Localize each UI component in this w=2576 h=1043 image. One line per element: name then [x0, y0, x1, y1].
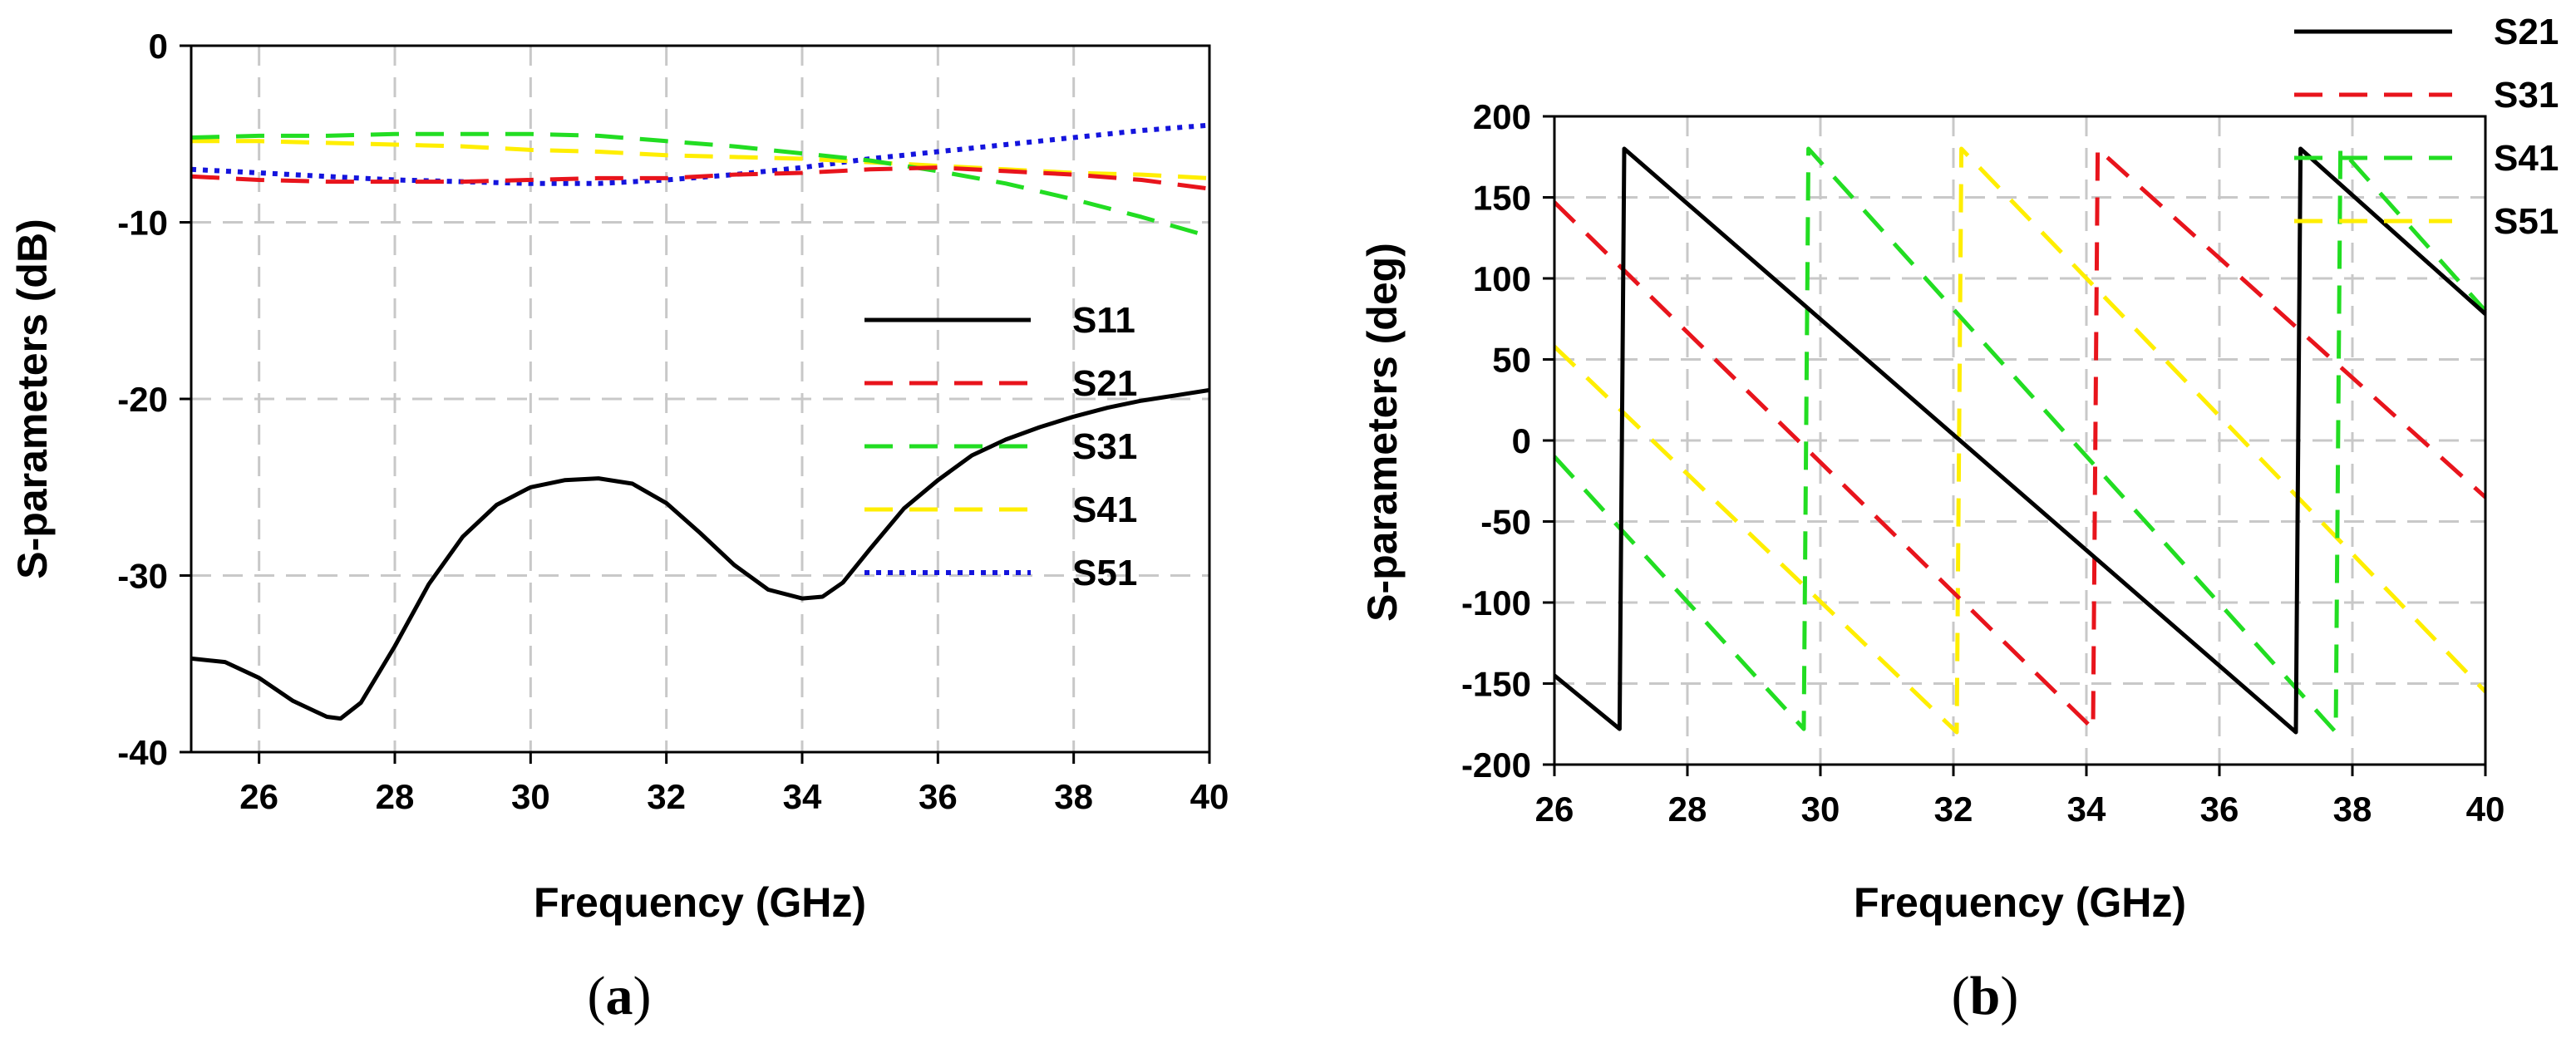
chart-a-legend: S11 S21 S31 S41 S51 [864, 300, 1137, 593]
chart-b-x-tick-label: 34 [2067, 790, 2106, 829]
chart-b-legend: S21 S31 S41 S51 [2294, 12, 2559, 242]
chart-a-series-s51 [190, 122, 1210, 186]
chart-a-x-tick-label: 32 [647, 777, 686, 816]
chart-a-series-s31 [190, 131, 1210, 239]
chart-a-y-tick-label: 0 [149, 27, 168, 66]
chart-b-x-tick-label: 26 [1535, 790, 1574, 829]
chart-a-y-ticks: 0 -10 -20 -30 -40 [117, 27, 191, 772]
chart-b-y-tick-label: -100 [1461, 583, 1531, 622]
chart-a-x-tick-label: 38 [1054, 777, 1093, 816]
chart-a-legend-label-s11: S11 [1072, 300, 1135, 341]
chart-b-x-tick-label: 28 [1668, 790, 1707, 829]
chart-b-y-tick-label: 150 [1473, 179, 1531, 218]
chart-a-x-tick-label: 30 [511, 777, 550, 816]
chart-b-x-tick-label: 36 [2200, 790, 2239, 829]
chart-a-y-tick-label: -20 [117, 380, 168, 419]
chart-b: 200 150 100 50 0 -50 -100 -150 -200 26 28 30 32 34 36… [1359, 12, 2559, 1026]
chart-a-series-s41 [191, 139, 1210, 180]
chart-a-x-tick-label: 36 [919, 777, 958, 816]
chart-a-series [190, 122, 1210, 721]
caption-b: (b) [1952, 966, 2019, 1026]
chart-a-series-s11 [190, 387, 1210, 721]
chart-b-x-tick-label: 30 [1801, 790, 1840, 829]
chart-b-legend-label-s51: S51 [2494, 201, 2559, 242]
chart-b-y-tick-label: -150 [1461, 665, 1531, 704]
chart-b-y-axis-title: S-parameters (deg) [1359, 243, 1406, 622]
chart-b-y-tick-label: 50 [1492, 341, 1531, 380]
chart-a-legend-label-s41: S41 [1072, 490, 1137, 530]
chart-a-y-tick-label: -30 [117, 557, 168, 596]
chart-a-x-tick-label: 26 [239, 777, 278, 816]
chart-b-series-s41 [1553, 146, 2487, 735]
chart-b-series-s51 [1553, 146, 2487, 735]
chart-a-legend-label-s21: S21 [1072, 363, 1137, 404]
chart-a-y-tick-label: -10 [117, 204, 168, 243]
caption-a: (a) [588, 966, 652, 1026]
chart-b-legend-label-s21: S21 [2494, 12, 2559, 52]
chart-b-y-tick-label: -50 [1480, 503, 1531, 542]
chart-b-legend-label-s41: S41 [2494, 138, 2559, 179]
chart-a-y-axis-title: S-parameters (dB) [9, 219, 56, 578]
chart-b-x-ticks: 26 28 30 32 34 36 38 40 [1535, 765, 2505, 829]
chart-b-x-tick-label: 32 [1934, 790, 1973, 829]
chart-a-legend-label-s31: S31 [1072, 426, 1137, 467]
chart-b-series [1553, 146, 2487, 735]
chart-b-y-tick-label: 0 [1512, 421, 1531, 460]
chart-b-y-tick-label: 100 [1473, 259, 1531, 298]
chart-b-y-ticks: 200 150 100 50 0 -50 -100 -150 -200 [1461, 97, 1554, 785]
chart-a-x-tick-label: 34 [783, 777, 822, 816]
chart-a: 0 -10 -20 -30 -40 26 28 30 32 34 36 38 40 Frequency… [9, 27, 1229, 1026]
chart-a-legend-label-s51: S51 [1072, 553, 1137, 593]
chart-a-x-ticks: 26 28 30 32 34 36 38 40 [239, 752, 1229, 816]
chart-a-grid [191, 46, 1209, 752]
chart-b-series-s31 [1553, 146, 2487, 731]
chart-b-y-tick-label: -200 [1461, 745, 1531, 785]
chart-a-series-s21 [190, 165, 1210, 191]
chart-a-x-axis-title: Frequency (GHz) [534, 879, 866, 926]
chart-b-grid [1554, 116, 2485, 765]
chart-b-x-tick-label: 38 [2333, 790, 2372, 829]
chart-a-x-tick-label: 40 [1190, 777, 1229, 816]
chart-b-x-axis-title: Frequency (GHz) [1854, 879, 2186, 926]
chart-b-x-tick-label: 40 [2466, 790, 2505, 829]
chart-a-y-tick-label: -40 [117, 733, 168, 772]
chart-b-y-tick-label: 200 [1473, 97, 1531, 136]
chart-a-x-tick-label: 28 [376, 777, 415, 816]
chart-b-series-s21 [1553, 146, 2487, 735]
chart-b-legend-label-s31: S31 [2494, 75, 2559, 116]
